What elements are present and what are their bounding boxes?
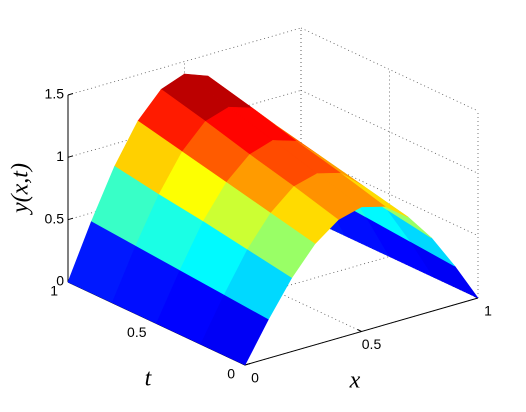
z-axis-label: y(x,t) [8,163,34,215]
t-tick-label: 0.5 [127,324,147,340]
z-tick [67,217,74,221]
x-tick-label: 0 [251,370,259,386]
z-tick-label: 0 [56,273,64,289]
z-tick-label: 0.5 [45,210,65,226]
t-tick [244,363,251,366]
surface-patch [200,294,269,366]
x-tick [357,329,362,332]
grid-line [300,27,479,112]
x-axis-label: x [349,368,361,394]
t-tick-label: 0 [227,366,235,382]
grid-line [184,248,362,332]
grid-line [300,89,479,174]
z-tick [67,155,74,158]
grid-line [67,27,302,96]
grid-line [67,89,302,158]
z-tick-label: 1.5 [45,86,65,102]
t-axis-label: t [145,366,153,392]
x-tick-label: 1 [484,303,492,319]
x-tick-label: 0.5 [362,336,382,352]
z-tick [67,93,74,96]
z-tick-label: 1 [56,148,64,164]
t-tick-label: 1 [50,283,58,299]
